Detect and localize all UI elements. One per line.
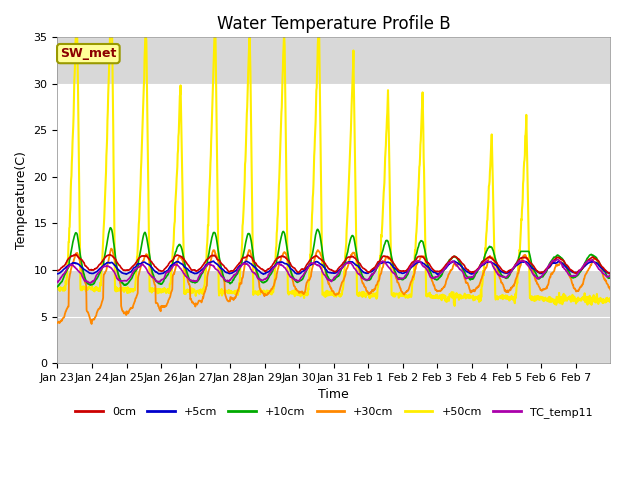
- +50cm: [309, 191, 317, 196]
- TC_temp11: [309, 260, 317, 266]
- TC_temp11: [545, 262, 553, 267]
- +5cm: [451, 258, 458, 264]
- 0cm: [140, 253, 148, 259]
- +50cm: [465, 293, 472, 299]
- Line: +30cm: +30cm: [58, 249, 610, 324]
- +10cm: [309, 247, 317, 253]
- Bar: [58, 84, 610, 270]
- 0cm: [72, 252, 79, 257]
- 0cm: [465, 267, 472, 273]
- +30cm: [54, 320, 61, 325]
- +5cm: [140, 260, 148, 265]
- +30cm: [141, 254, 148, 260]
- +5cm: [546, 264, 554, 270]
- 0cm: [545, 264, 553, 269]
- +10cm: [106, 225, 114, 230]
- +10cm: [545, 261, 553, 267]
- 0cm: [320, 259, 328, 264]
- +10cm: [600, 267, 607, 273]
- +50cm: [54, 283, 61, 289]
- +5cm: [309, 261, 317, 266]
- +30cm: [546, 275, 554, 281]
- +50cm: [546, 294, 554, 300]
- +50cm: [140, 76, 148, 82]
- Line: TC_temp11: TC_temp11: [58, 260, 610, 283]
- +50cm: [600, 300, 607, 306]
- +5cm: [600, 267, 607, 273]
- +30cm: [88, 321, 95, 327]
- TC_temp11: [86, 280, 94, 286]
- Line: +5cm: +5cm: [58, 261, 610, 275]
- TC_temp11: [600, 271, 607, 276]
- +5cm: [434, 272, 442, 277]
- 0cm: [54, 268, 61, 274]
- Y-axis label: Temperature(C): Temperature(C): [15, 151, 28, 249]
- +50cm: [72, 35, 79, 40]
- +10cm: [606, 275, 614, 281]
- X-axis label: Time: Time: [319, 388, 349, 401]
- +50cm: [451, 303, 458, 309]
- TC_temp11: [465, 275, 472, 281]
- +5cm: [319, 263, 327, 269]
- +30cm: [310, 261, 317, 267]
- TC_temp11: [320, 271, 328, 277]
- +10cm: [140, 230, 148, 236]
- Line: +10cm: +10cm: [58, 228, 610, 287]
- 0cm: [309, 255, 317, 261]
- +5cm: [54, 271, 61, 276]
- Text: SW_met: SW_met: [60, 47, 116, 60]
- +30cm: [606, 287, 614, 292]
- Legend: 0cm, +5cm, +10cm, +30cm, +50cm, TC_temp11: 0cm, +5cm, +10cm, +30cm, +50cm, TC_temp1…: [71, 403, 596, 422]
- Title: Water Temperature Profile B: Water Temperature Profile B: [217, 15, 451, 33]
- +10cm: [54, 284, 61, 289]
- TC_temp11: [553, 257, 561, 263]
- +30cm: [465, 283, 472, 289]
- +50cm: [606, 295, 614, 301]
- 0cm: [600, 265, 607, 271]
- +30cm: [108, 246, 115, 252]
- +30cm: [600, 275, 607, 281]
- +10cm: [320, 257, 328, 263]
- TC_temp11: [54, 279, 61, 285]
- TC_temp11: [606, 272, 614, 278]
- 0cm: [606, 271, 614, 276]
- +30cm: [320, 261, 328, 267]
- TC_temp11: [140, 263, 148, 269]
- +10cm: [465, 275, 472, 280]
- +50cm: [320, 291, 328, 297]
- +5cm: [606, 271, 614, 276]
- Line: 0cm: 0cm: [58, 254, 610, 274]
- Line: +50cm: +50cm: [58, 37, 610, 306]
- +5cm: [465, 269, 472, 275]
